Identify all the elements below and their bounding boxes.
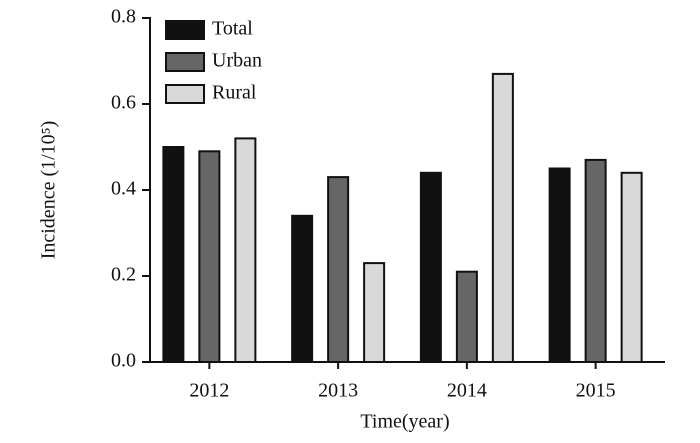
legend-swatch [165, 20, 205, 40]
x-tick-label: 2015 [576, 380, 616, 402]
y-tick-label: 0.8 [111, 6, 136, 28]
y-axis-label: Incidence (1/10⁵) [38, 121, 60, 260]
bar [363, 262, 386, 364]
bar [162, 146, 185, 363]
bar [491, 72, 514, 364]
bar [584, 158, 607, 363]
legend-swatch [165, 84, 205, 104]
y-tick-label: 0.6 [111, 92, 136, 114]
y-tick-label: 0.0 [111, 350, 136, 372]
bar [455, 270, 478, 364]
bar [327, 176, 350, 363]
x-tick-label: 2012 [189, 380, 229, 402]
y-tick-label: 0.4 [111, 178, 136, 200]
legend-label: Rural [212, 82, 257, 104]
bar [620, 171, 643, 363]
x-tick-label: 2014 [447, 380, 487, 402]
bar [198, 150, 221, 363]
legend-swatch [165, 52, 205, 72]
bar [234, 137, 257, 363]
x-tick-label: 2013 [318, 380, 358, 402]
bar [548, 167, 571, 363]
bar [291, 214, 314, 363]
x-axis-label: Time(year) [360, 411, 449, 433]
y-tick-label: 0.2 [111, 264, 136, 286]
bar [419, 171, 442, 363]
legend-label: Total [212, 18, 253, 40]
legend-label: Urban [212, 50, 262, 72]
